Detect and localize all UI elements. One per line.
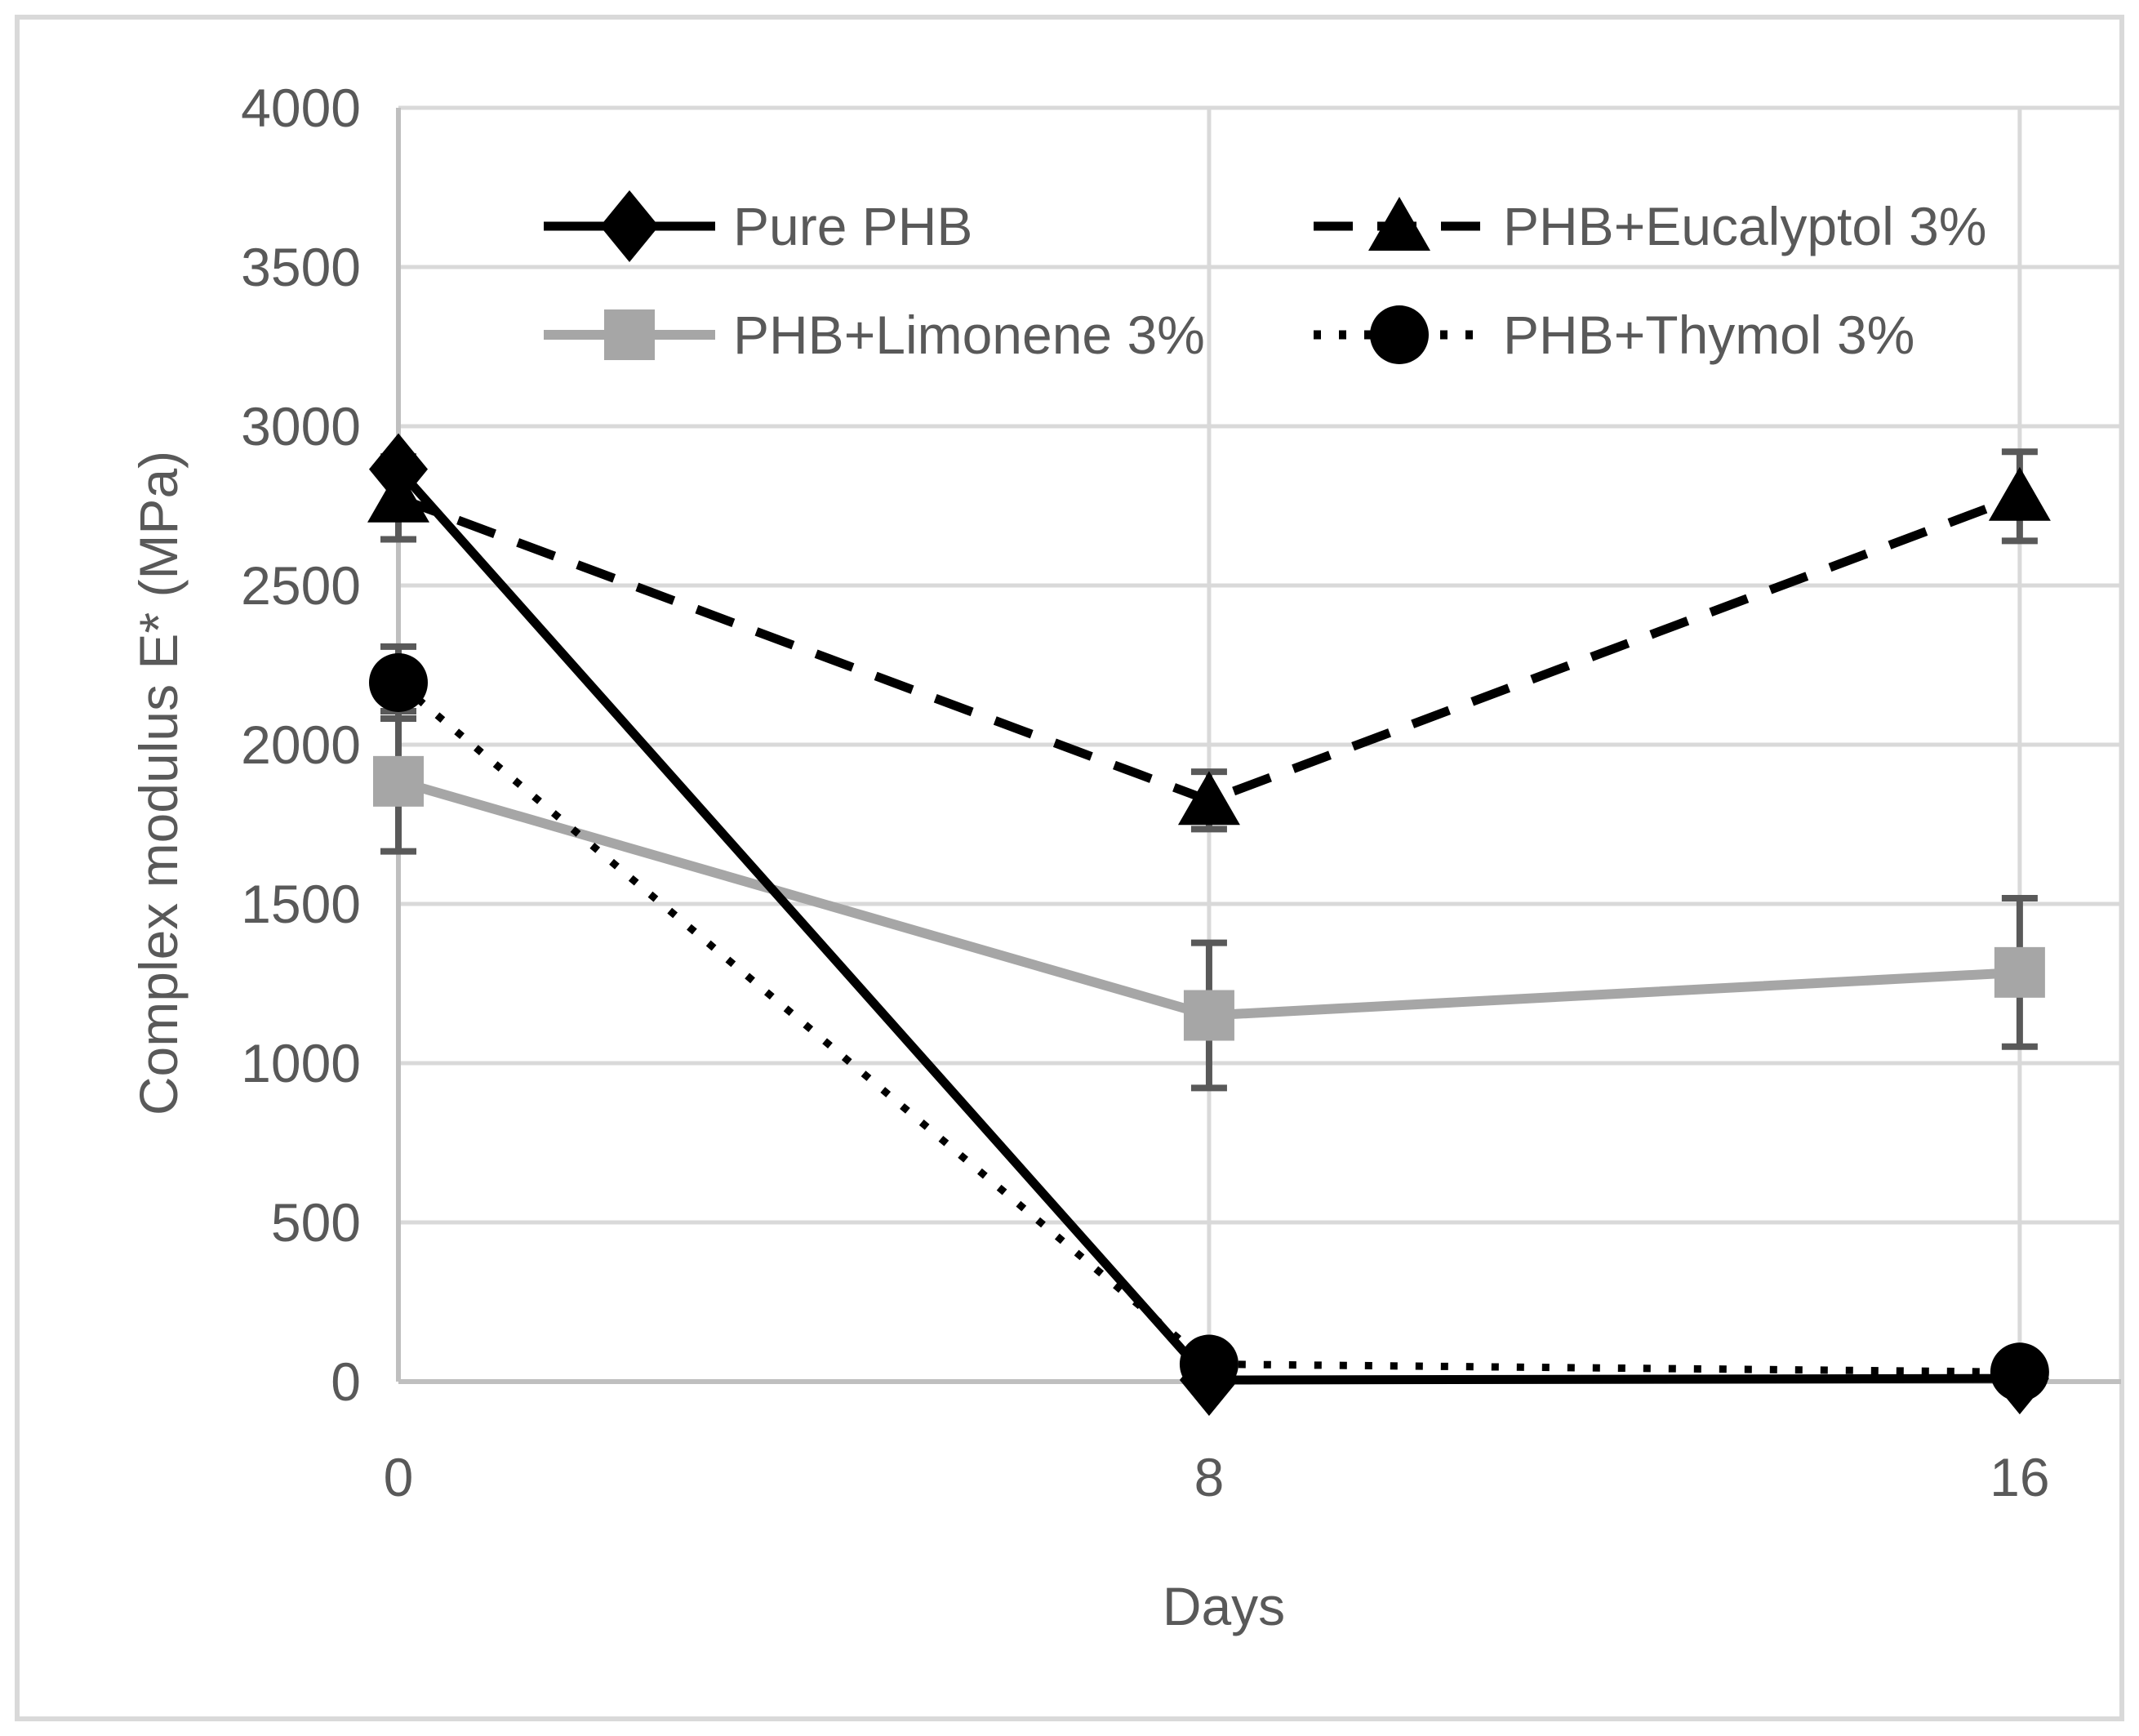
y-tick-label-0: 0 [331, 1351, 361, 1412]
marker-diamond-pure-phb-day0 [369, 433, 428, 505]
marker-circle-phb-thymol-3-day0 [369, 652, 428, 712]
x-tick-label-8: 8 [1194, 1447, 1225, 1507]
y-axis-title: Complex modulus E* (MPa) [128, 450, 189, 1116]
y-tick-label-1500: 1500 [241, 874, 361, 934]
y-tick-label-2500: 2500 [241, 555, 361, 616]
marker-circle-phb-thymol-3-day16 [1990, 1342, 2049, 1402]
marker-square-phb-limonene-3-day16 [1994, 946, 2045, 998]
x-tick-label-16: 16 [1990, 1447, 2049, 1507]
y-tick-label-3500: 3500 [241, 237, 361, 297]
marker-square-phb-limonene-3-day0 [373, 755, 424, 807]
y-tick-label-2000: 2000 [241, 714, 361, 775]
x-axis-title: Days [1162, 1576, 1286, 1636]
marker-square-phb-limonene-3-day8 [1183, 990, 1234, 1041]
y-tick-label-500: 500 [271, 1192, 361, 1253]
y-tick-label-1000: 1000 [241, 1033, 361, 1093]
y-tick-label-4000: 4000 [241, 78, 361, 138]
marker-triangle-phb-eucalyptol-3-day8 [1177, 771, 1240, 826]
marker-triangle-phb-eucalyptol-3-day16 [1988, 466, 2051, 521]
series-line-phb-thymol-3 [396, 679, 2020, 1376]
marker-circle-phb-thymol-3-day8 [1179, 1334, 1238, 1394]
chart-figure: 0 500 1000 1500 2000 2500 3000 3500 4000 0 8 16 Com… [15, 15, 2124, 1721]
y-tick-label-3000: 3000 [241, 396, 361, 456]
x-tick-label-0: 0 [384, 1447, 414, 1507]
